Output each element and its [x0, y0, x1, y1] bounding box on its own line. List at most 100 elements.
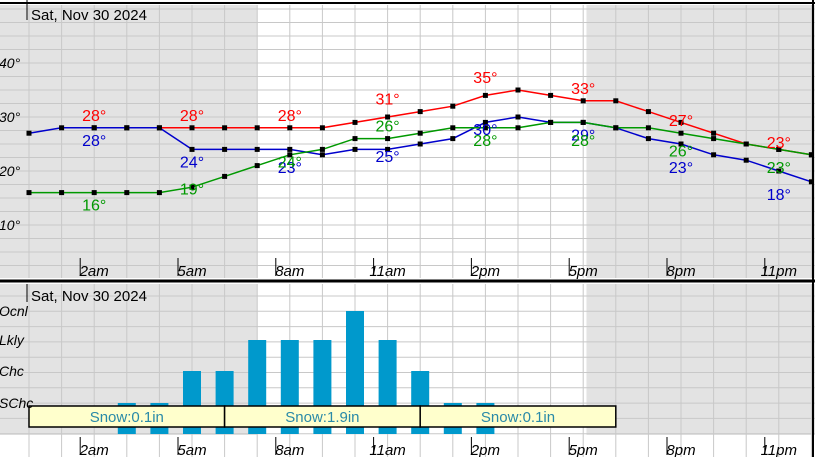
series-point-heat_index	[156, 190, 162, 196]
x-tick-label: 5am	[177, 442, 206, 457]
x-tick-label: 11am	[369, 442, 405, 457]
series-point-temperature	[319, 125, 325, 131]
series-point-dewpoint	[776, 168, 782, 174]
series-point-heat_index	[808, 152, 814, 158]
series-point-temperature	[385, 114, 391, 120]
data-label-temperature: 33°	[571, 81, 595, 98]
series-point-heat_index	[352, 136, 358, 142]
data-label-heat_index: 19°	[180, 181, 204, 198]
night-shading	[586, 284, 815, 435]
series-point-temperature	[287, 125, 293, 131]
series-point-dewpoint	[352, 146, 358, 152]
series-point-dewpoint	[124, 125, 130, 131]
data-label-temperature: 28°	[82, 108, 106, 125]
data-label-temperature: 35°	[473, 70, 497, 87]
snow-accumulation-box	[419, 405, 617, 428]
series-point-heat_index	[580, 119, 586, 125]
data-label-temperature: 27°	[669, 113, 693, 130]
chart-background	[0, 5, 815, 435]
snow-accumulation-label: Snow:0.1in	[481, 409, 555, 426]
series-point-dewpoint	[450, 136, 456, 142]
series-point-heat_index	[222, 173, 228, 179]
x-tick-label: 5pm	[569, 442, 598, 457]
series-point-heat_index	[287, 152, 293, 158]
x-tick-label: 2pm	[470, 263, 500, 280]
night-shading	[0, 5, 258, 278]
series-point-dewpoint	[59, 125, 65, 131]
series-point-temperature	[352, 119, 358, 125]
chart-text: Sat, Nov 30 2024 Sat, Nov 30 2024 10° 20°…	[0, 7, 797, 457]
data-label-heat_index: 26°	[669, 144, 693, 161]
x-tick-label: 11pm	[761, 263, 797, 280]
series-point-heat_index	[417, 130, 423, 136]
y-tick-label: 10°	[0, 217, 21, 233]
temperature-panel-date: Sat, Nov 30 2024	[31, 7, 147, 24]
x-tick-label: 2am	[79, 263, 109, 280]
data-label-dewpoint: 25°	[375, 149, 399, 166]
data-label-dewpoint: 23°	[669, 160, 693, 177]
precip-bar	[346, 311, 364, 434]
series-point-dewpoint	[156, 125, 162, 131]
x-tick-label: 5am	[177, 263, 206, 280]
series-point-heat_index	[711, 136, 717, 142]
precip-category-label: Lkly	[0, 332, 25, 348]
series-point-temperature	[678, 119, 684, 125]
night-shading	[586, 5, 815, 278]
series-point-heat_index	[515, 125, 521, 131]
y-tick-label: 20°	[0, 163, 21, 179]
series-point-temperature	[645, 109, 651, 115]
series-point-dewpoint	[711, 152, 717, 158]
series-point-temperature	[450, 103, 456, 109]
x-tick-label: 2am	[79, 442, 109, 457]
series-point-heat_index	[548, 119, 554, 125]
series-point-dewpoint	[222, 146, 228, 152]
x-tick-label: 8pm	[666, 442, 695, 457]
series-point-temperature	[482, 92, 488, 98]
series-point-heat_index	[645, 125, 651, 131]
precip-category-label: Ocnl	[0, 303, 29, 319]
data-label-heat_index: 24°	[278, 154, 302, 171]
series-point-heat_index	[776, 146, 782, 152]
series-point-dewpoint	[26, 130, 32, 136]
chart-plot	[26, 87, 814, 434]
data-label-temperature: 31°	[375, 92, 399, 109]
data-label-heat_index: 28°	[473, 133, 497, 150]
series-point-temperature	[254, 125, 260, 131]
series-point-dewpoint	[287, 146, 293, 152]
series-point-heat_index	[26, 190, 32, 196]
data-label-dewpoint: 29°	[571, 127, 595, 144]
data-label-heat_index: 28°	[571, 133, 595, 150]
series-point-dewpoint	[254, 146, 260, 152]
series-point-heat_index	[189, 184, 195, 190]
data-label-dewpoint: 23°	[278, 160, 302, 177]
y-tick-label: 40°	[0, 55, 21, 71]
data-label-dewpoint: 30°	[473, 122, 497, 139]
series-point-temperature	[580, 98, 586, 104]
snow-accumulation-label: Snow:1.9in	[285, 409, 359, 426]
x-tick-label: 11am	[369, 263, 405, 280]
series-point-dewpoint	[482, 119, 488, 125]
series-point-heat_index	[743, 141, 749, 147]
x-tick-label: 2pm	[470, 442, 500, 457]
series-point-temperature	[417, 109, 423, 115]
series-point-heat_index	[482, 125, 488, 131]
data-label-dewpoint: 24°	[180, 154, 204, 171]
series-point-heat_index	[91, 190, 97, 196]
series-point-dewpoint	[189, 146, 195, 152]
snow-accumulation-label: Snow:0.1in	[90, 409, 164, 426]
data-label-temperature: 28°	[278, 108, 302, 125]
series-point-heat_index	[450, 125, 456, 131]
series-point-heat_index	[319, 146, 325, 152]
series-point-dewpoint	[417, 141, 423, 147]
data-label-temperature: 28°	[180, 108, 204, 125]
series-point-dewpoint	[678, 141, 684, 147]
x-tick-label: 8am	[275, 442, 304, 457]
precip-category-label: Chc	[0, 363, 24, 379]
series-point-dewpoint	[808, 179, 814, 185]
data-label-heat_index: 16°	[82, 198, 106, 215]
data-label-heat_index: 26°	[375, 119, 399, 136]
data-label-dewpoint: 18°	[767, 187, 791, 204]
